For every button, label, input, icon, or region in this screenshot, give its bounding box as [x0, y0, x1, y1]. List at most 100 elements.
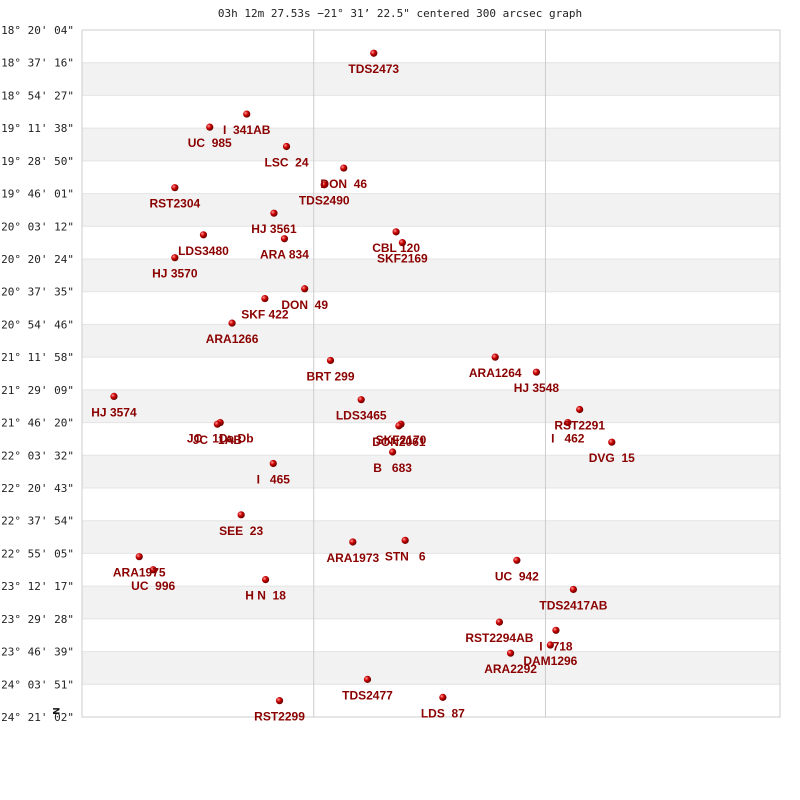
star-point — [110, 392, 118, 400]
star-label: ARA 834 — [260, 248, 309, 262]
y-tick-label: -21° 46' 20" — [0, 417, 74, 430]
star-point — [532, 368, 540, 376]
star-point — [199, 231, 208, 239]
chart-title: 03h 12m 27.53s −21° 31’ 22.5" centered 3… — [218, 7, 582, 20]
star-label: DVG 15 — [589, 451, 635, 465]
star-label: LDS3480 — [178, 244, 229, 258]
star-point — [275, 697, 284, 705]
y-tick-label: -20° 37' 35" — [0, 286, 74, 299]
y-tick-label: -22° 37' 54" — [0, 515, 74, 528]
star-label: UC 985 — [188, 136, 232, 150]
star-label: H N 18 — [245, 589, 286, 603]
star-label: LSC 24 — [265, 155, 309, 169]
star-label: I 465 — [257, 472, 291, 486]
plot-band — [82, 422, 780, 456]
star-label: HJ 3548 — [514, 381, 560, 395]
star-point — [135, 553, 143, 561]
plot-frame — [81, 29, 781, 718]
star-point — [439, 693, 447, 701]
plot-band — [82, 520, 780, 554]
plot-band — [82, 259, 780, 292]
y-tick-label: -22° 03' 32" — [0, 449, 74, 462]
star-label: SKF2169 — [377, 252, 428, 266]
star-point — [171, 254, 179, 262]
star-label: DON 46 — [320, 177, 367, 191]
star-point — [389, 448, 397, 456]
star-point — [349, 538, 357, 546]
star-point — [506, 649, 515, 657]
plot-band — [82, 62, 780, 96]
star-label: UC 942 — [495, 569, 539, 583]
star-point — [564, 418, 572, 427]
north-indicator: N — [50, 707, 60, 715]
star-label: LDS3465 — [336, 409, 387, 423]
star-point — [491, 353, 499, 361]
y-tick-label: -24° 21' 02" — [0, 711, 74, 724]
star-point — [261, 294, 269, 303]
y-tick-label: -20° 54' 46" — [0, 318, 74, 331]
star-point — [363, 675, 372, 683]
star-label: TDS2417AB — [539, 598, 607, 612]
plot-band — [82, 389, 780, 423]
y-axis: -18° 20' 04" -18° 37' 16" -18° 54' 27" -19°… — [0, 24, 74, 724]
star-point — [149, 566, 157, 574]
plot-band — [82, 357, 780, 390]
y-tick-label: -19° 46' 01" — [0, 188, 74, 201]
star-point — [401, 536, 409, 544]
y-tick-label: -22° 20' 43" — [0, 482, 74, 495]
plot-band — [82, 488, 780, 521]
plot-band — [82, 618, 780, 652]
star-point — [392, 228, 400, 236]
y-tick-label: -20° 20' 24" — [0, 253, 74, 266]
star-label: I 718 — [539, 639, 573, 653]
star-point — [171, 184, 179, 192]
y-tick-label: -19° 11' 38" — [0, 122, 74, 135]
star-point — [552, 626, 560, 634]
star-point — [243, 110, 251, 118]
y-tick-label: -18° 54' 27" — [0, 89, 74, 102]
plot-band — [82, 455, 780, 488]
star-point — [569, 585, 577, 594]
plot-band — [82, 651, 780, 685]
plot-band — [82, 95, 780, 129]
plot-band — [82, 226, 780, 259]
y-tick-label: -22° 55' 05" — [0, 547, 74, 560]
y-tick-label: -18° 20' 04" — [0, 24, 74, 37]
star-point — [280, 235, 289, 243]
star-label: STN 6 — [385, 549, 426, 563]
star-point — [326, 356, 335, 365]
star-label: ARA1266 — [206, 332, 259, 346]
star-label: ARA2292 — [484, 662, 537, 676]
star-point — [513, 556, 521, 564]
star-label: TDS2477 — [342, 688, 393, 702]
star-label: SKF2170 — [376, 433, 427, 447]
star-point — [320, 181, 328, 189]
plot-band — [82, 30, 780, 63]
star-label: CBL 120 — [372, 241, 420, 255]
plot-band — [82, 291, 780, 325]
star-label: SEE 23 — [219, 524, 263, 538]
star-label: B 683 — [373, 461, 412, 475]
plot-grid — [82, 29, 780, 718]
star-label: I 462 — [551, 432, 585, 446]
star-label: ARA1973 — [326, 551, 379, 565]
plot-band — [82, 324, 780, 358]
star-label: DON2061 — [372, 435, 426, 449]
plot-band — [82, 193, 780, 227]
plot-band — [82, 684, 780, 717]
y-tick-label: -23° 12' 17" — [0, 580, 74, 593]
y-tick-label: -20° 03' 12" — [0, 220, 74, 233]
plot-bands — [82, 30, 780, 717]
star-label: HJ 3570 — [152, 267, 198, 281]
star-point — [228, 319, 236, 327]
plot-band — [82, 586, 780, 619]
star-point — [301, 285, 309, 293]
star-label: DAM1296 — [523, 654, 577, 668]
star-label: JC 1Da Db — [187, 432, 254, 446]
y-tick-label: -23° 46' 39" — [0, 646, 74, 659]
star-point — [237, 511, 245, 519]
star-point — [370, 49, 378, 57]
chart-points — [110, 49, 616, 705]
y-tick-label: -24° 03' 51" — [0, 678, 74, 691]
